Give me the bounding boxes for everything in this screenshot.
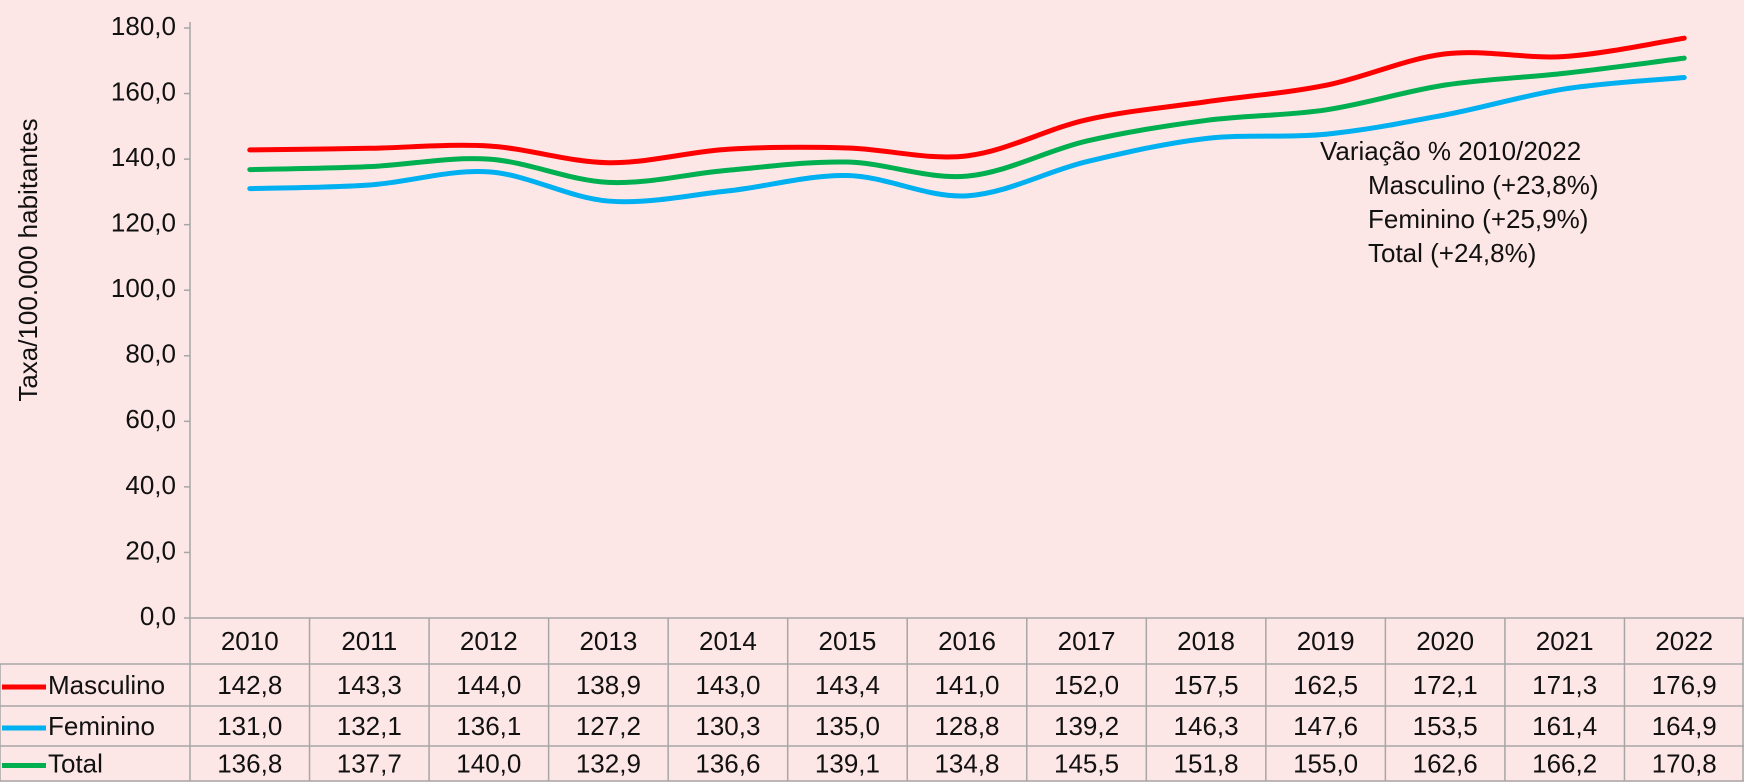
annotation: Variação % 2010/2022 <box>1320 136 1581 166</box>
data-label: 145,5 <box>1054 748 1119 778</box>
y-tick-label: 0,0 <box>140 601 176 631</box>
x-tick-label: 2015 <box>819 626 877 656</box>
data-label: 152,0 <box>1054 670 1119 700</box>
y-tick-label: 80,0 <box>125 339 176 369</box>
data-label: 166,2 <box>1532 748 1597 778</box>
data-label: 164,9 <box>1652 711 1717 741</box>
x-tick-label: 2014 <box>699 626 757 656</box>
data-label: 147,6 <box>1293 711 1358 741</box>
data-label: 136,8 <box>217 748 282 778</box>
legend-label: Feminino <box>48 711 155 741</box>
data-label: 142,8 <box>217 670 282 700</box>
annotation: Feminino (+25,9%) <box>1368 204 1588 234</box>
data-label: 136,1 <box>456 711 521 741</box>
data-label: 138,9 <box>576 670 641 700</box>
data-label: 155,0 <box>1293 748 1358 778</box>
data-label: 162,5 <box>1293 670 1358 700</box>
data-label: 144,0 <box>456 670 521 700</box>
data-label: 130,3 <box>695 711 760 741</box>
data-label: 132,9 <box>576 748 641 778</box>
x-tick-label: 2011 <box>341 626 397 656</box>
data-label: 172,1 <box>1413 670 1478 700</box>
data-label: 157,5 <box>1174 670 1239 700</box>
annotation: Masculino (+23,8%) <box>1368 170 1599 200</box>
y-tick-label: 20,0 <box>125 535 176 565</box>
data-label: 127,2 <box>576 711 641 741</box>
y-axis-label: Taxa/100.000 habitantes <box>13 118 43 401</box>
y-tick-label: 100,0 <box>111 273 176 303</box>
data-label: 161,4 <box>1532 711 1597 741</box>
data-label: 136,6 <box>695 748 760 778</box>
data-label: 176,9 <box>1652 670 1717 700</box>
series-line <box>247 35 1687 166</box>
data-label: 128,8 <box>934 711 999 741</box>
x-tick-label: 2022 <box>1655 626 1713 656</box>
series-line <box>247 55 1687 186</box>
y-tick-label: 40,0 <box>125 470 176 500</box>
data-label: 153,5 <box>1413 711 1478 741</box>
data-label: 162,6 <box>1413 748 1478 778</box>
data-label: 139,2 <box>1054 711 1119 741</box>
data-label: 137,7 <box>337 748 402 778</box>
data-label: 135,0 <box>815 711 880 741</box>
data-label: 170,8 <box>1652 748 1717 778</box>
data-label: 140,0 <box>456 748 521 778</box>
y-tick-label: 140,0 <box>111 142 176 172</box>
x-tick-label: 2012 <box>460 626 518 656</box>
data-label: 131,0 <box>217 711 282 741</box>
x-tick-label: 2020 <box>1416 626 1474 656</box>
x-tick-label: 2021 <box>1536 626 1594 656</box>
data-label: 143,4 <box>815 670 880 700</box>
data-label: 143,3 <box>337 670 402 700</box>
x-tick-label: 2017 <box>1058 626 1116 656</box>
series-line <box>247 74 1687 205</box>
x-tick-label: 2018 <box>1177 626 1235 656</box>
data-label: 151,8 <box>1174 748 1239 778</box>
legend-label: Total <box>48 748 103 778</box>
legend-label: Masculino <box>48 670 165 700</box>
data-label: 132,1 <box>337 711 402 741</box>
data-label: 134,8 <box>934 748 999 778</box>
data-label: 146,3 <box>1174 711 1239 741</box>
data-label: 139,1 <box>815 748 880 778</box>
y-tick-label: 180,0 <box>111 11 176 41</box>
x-tick-label: 2010 <box>221 626 279 656</box>
data-label: 143,0 <box>695 670 760 700</box>
annotation: Total (+24,8%) <box>1368 238 1536 268</box>
y-tick-label: 60,0 <box>125 404 176 434</box>
y-tick-label: 120,0 <box>111 208 176 238</box>
x-tick-label: 2016 <box>938 626 996 656</box>
data-label: 171,3 <box>1532 670 1597 700</box>
x-tick-label: 2013 <box>579 626 637 656</box>
y-tick-label: 160,0 <box>111 76 176 106</box>
data-label: 141,0 <box>934 670 999 700</box>
x-tick-label: 2019 <box>1297 626 1355 656</box>
